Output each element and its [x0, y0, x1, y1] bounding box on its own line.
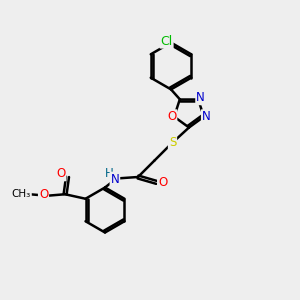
- Text: Cl: Cl: [160, 34, 172, 48]
- Text: O: O: [56, 167, 65, 180]
- Text: O: O: [39, 188, 48, 201]
- Text: H: H: [104, 167, 113, 180]
- Text: N: N: [202, 110, 211, 123]
- Text: N: N: [110, 172, 119, 186]
- Text: N: N: [196, 91, 205, 104]
- Text: O: O: [167, 110, 176, 123]
- Text: S: S: [169, 136, 176, 149]
- Text: O: O: [158, 176, 167, 189]
- Text: CH₃: CH₃: [12, 189, 31, 199]
